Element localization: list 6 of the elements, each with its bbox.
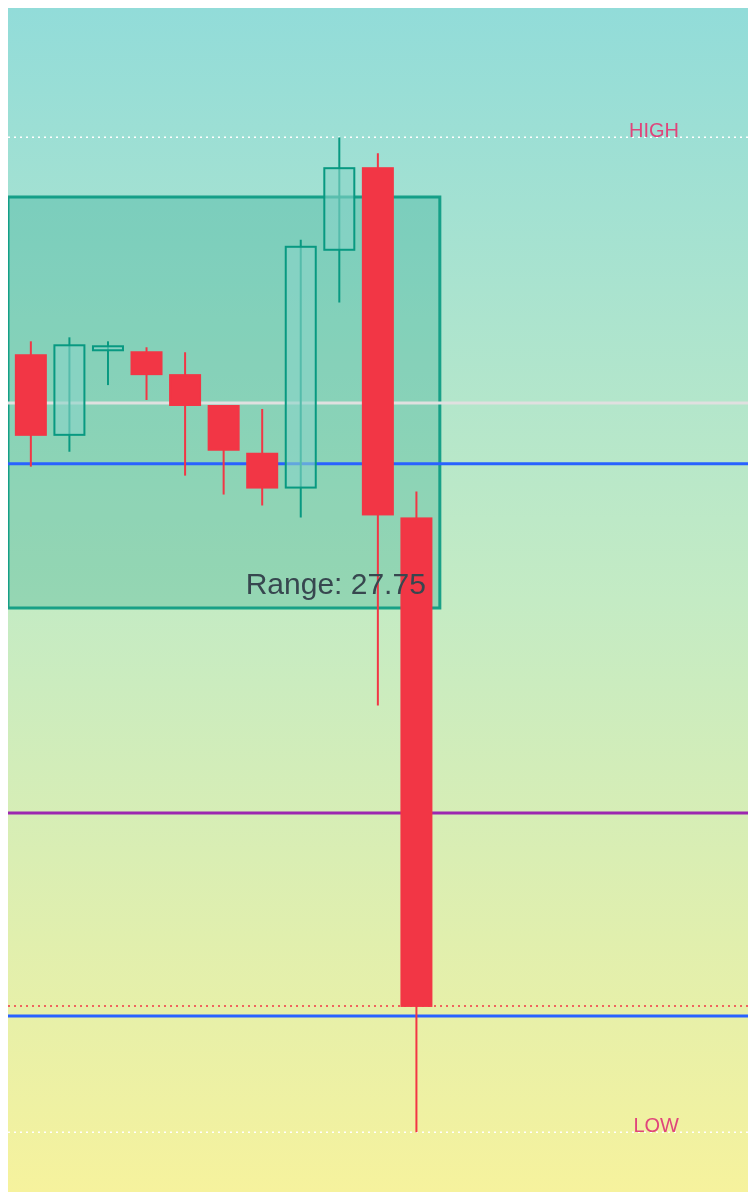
candlestick — [323, 136, 356, 304]
candlestick — [53, 336, 86, 453]
candlestick — [91, 340, 124, 387]
ref-line-label: LOW — [633, 1114, 680, 1137]
candlestick — [284, 238, 317, 519]
ref-line-label: HIGH — [629, 119, 679, 142]
